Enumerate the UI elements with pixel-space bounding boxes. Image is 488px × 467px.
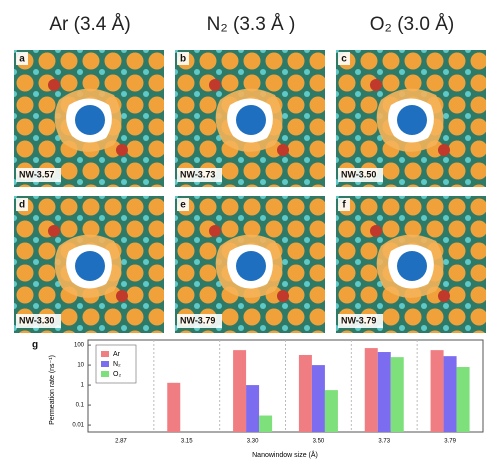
panel-letter: a: [19, 54, 25, 65]
x-tick-label: 3.79: [444, 439, 456, 445]
panel: c NW-3.50: [336, 50, 486, 187]
panel: e NW-3.79: [175, 196, 325, 333]
bar: [312, 365, 325, 432]
chart-letter: g: [32, 340, 38, 351]
panel-letter: b: [180, 54, 186, 65]
x-tick-label: 3.50: [313, 439, 325, 445]
x-tick-label: 2.87: [115, 439, 127, 445]
bar: [444, 356, 457, 432]
x-axis-label: Nanowindow size (Å): [252, 450, 318, 459]
bar: [167, 383, 180, 432]
bar: [365, 348, 378, 432]
y-tick-label: 0.1: [76, 403, 85, 409]
panel: d NW-3.30: [14, 196, 164, 333]
y-tick-label: 10: [77, 363, 84, 369]
column-header: Ar (3.4 Å): [49, 14, 130, 35]
panel-letter: d: [19, 200, 25, 211]
panel-label: NW-3.79: [180, 315, 215, 325]
column-header: N₂ (3.3 Å ): [207, 14, 296, 35]
bar: [378, 352, 391, 432]
y-tick-label: 100: [74, 343, 85, 349]
panel: b NW-3.73: [175, 50, 325, 187]
bar: [325, 390, 338, 432]
column-header: O₂ (3.0 Å): [370, 14, 454, 35]
bar: [431, 350, 444, 432]
legend-swatch: [101, 361, 109, 367]
x-tick-label: 3.30: [247, 439, 259, 445]
y-tick-label: 1: [81, 383, 85, 389]
legend-label: Ar: [113, 351, 121, 358]
legend-label: N₂: [113, 361, 121, 368]
panel-label: NW-3.30: [19, 315, 54, 325]
panel-letter: c: [341, 54, 347, 65]
panel: fNW-3.79: [336, 196, 486, 333]
bar: [233, 350, 246, 432]
figure: Ar (3.4 Å) N₂ (3.3 Å ) O₂ (3.0 Å) a NW-3.…: [0, 0, 488, 462]
panel: a NW-3.57: [14, 50, 164, 187]
bar: [457, 367, 470, 432]
x-tick-label: 3.15: [181, 439, 193, 445]
bar: [299, 355, 312, 432]
bar: [259, 416, 272, 432]
panel-label: NW-3.79: [341, 315, 376, 325]
panel-letter: e: [180, 200, 186, 211]
bar: [246, 385, 259, 432]
bar: [391, 357, 404, 432]
y-tick-label: 0.01: [72, 423, 84, 429]
panel-label: NW-3.73: [180, 169, 215, 179]
x-tick-label: 3.73: [378, 439, 390, 445]
y-axis-label: Permeation rate (ns⁻¹): [49, 355, 56, 425]
panel-label: NW-3.50: [341, 169, 376, 179]
legend-swatch: [101, 351, 109, 357]
legend-swatch: [101, 371, 109, 377]
legend-label: O₂: [113, 371, 121, 378]
panel-label: NW-3.57: [19, 169, 54, 179]
